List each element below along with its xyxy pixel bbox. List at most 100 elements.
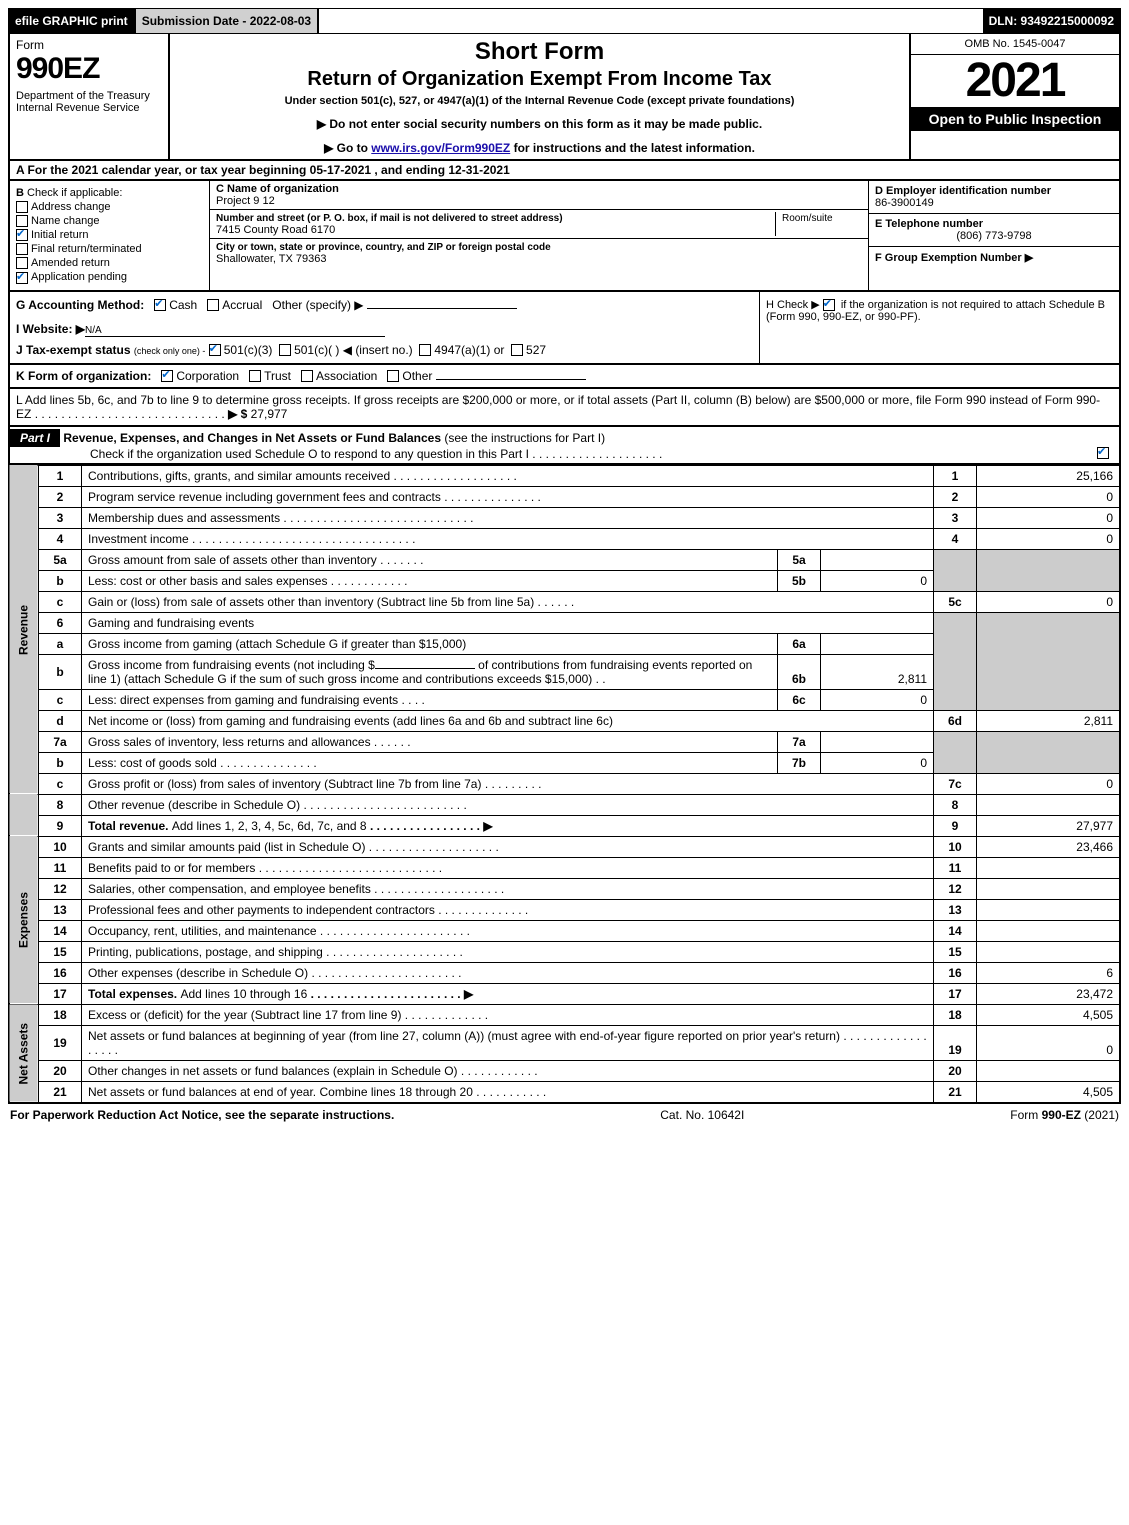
line-num-16: 16	[39, 962, 82, 983]
header-left: Form 990EZ Department of the Treasury In…	[10, 34, 170, 159]
chk-schedule-b[interactable]	[823, 299, 835, 311]
line-num-5b: b	[39, 570, 82, 591]
line-6a-desc: Gross income from gaming (attach Schedul…	[82, 633, 778, 654]
form-number: 990EZ	[16, 52, 162, 86]
sidetab-expenses: Expenses	[9, 836, 39, 1004]
instruction-goto: ▶ Go to www.irs.gov/Form990EZ for instru…	[180, 141, 899, 155]
line-15-ref: 15	[934, 941, 977, 962]
chk-501c3[interactable]	[209, 344, 221, 356]
line-10-desc: Grants and similar amounts paid (list in…	[82, 836, 934, 857]
submission-tab: Submission Date - 2022-08-03	[134, 9, 319, 33]
lbl-4947: 4947(a)(1) or	[434, 343, 504, 357]
line-6b-desc: Gross income from fundraising events (no…	[82, 654, 778, 689]
lbl-527: 527	[526, 343, 546, 357]
omb-number: OMB No. 1545-0047	[911, 34, 1119, 55]
lbl-final-return: Final return/terminated	[31, 243, 142, 255]
lbl-accrual: Accrual	[222, 298, 262, 312]
shade-5-amt	[977, 549, 1121, 591]
chk-association[interactable]	[301, 370, 313, 382]
chk-initial-return[interactable]	[16, 229, 28, 241]
line-5a-subref: 5a	[778, 549, 821, 570]
line-num-21: 21	[39, 1081, 82, 1103]
line-14-ref: 14	[934, 920, 977, 941]
form-word: Form	[16, 38, 162, 52]
website-value: N/A	[85, 325, 102, 336]
line-num-17: 17	[39, 983, 82, 1004]
line-num-6b: b	[39, 654, 82, 689]
line-5b-subref: 5b	[778, 570, 821, 591]
line-6a-subval	[821, 633, 934, 654]
chk-501c[interactable]	[279, 344, 291, 356]
part1-title-suffix: (see the instructions for Part I)	[441, 431, 605, 445]
line-18-ref: 18	[934, 1004, 977, 1025]
chk-corporation[interactable]	[161, 370, 173, 382]
line-4-amount: 0	[977, 528, 1121, 549]
line-5c-desc: Gain or (loss) from sale of assets other…	[82, 591, 934, 612]
section-k: K Form of organization: Corporation Trus…	[8, 365, 1121, 389]
section-l: L Add lines 5b, 6c, and 7b to line 9 to …	[8, 389, 1121, 427]
chk-part1-schedule-o[interactable]	[1097, 447, 1109, 459]
line-4-ref: 4	[934, 528, 977, 549]
line-7c-amount: 0	[977, 773, 1121, 794]
chk-final-return[interactable]	[16, 243, 28, 255]
line-17-desc: Total expenses. Add lines 10 through 16 …	[82, 983, 934, 1004]
org-name: Project 9 12	[216, 195, 275, 207]
chk-cash[interactable]	[154, 299, 166, 311]
chk-527[interactable]	[511, 344, 523, 356]
line-20-desc: Other changes in net assets or fund bala…	[82, 1060, 934, 1081]
line-7b-desc: Less: cost of goods sold . . . . . . . .…	[82, 752, 778, 773]
line-6d-amount: 2,811	[977, 710, 1121, 731]
chk-accrual[interactable]	[207, 299, 219, 311]
irs-link[interactable]: www.irs.gov/Form990EZ	[371, 141, 510, 155]
line-10-ref: 10	[934, 836, 977, 857]
chk-address-change[interactable]	[16, 201, 28, 213]
line-14-desc: Occupancy, rent, utilities, and maintena…	[82, 920, 934, 941]
lbl-corporation: Corporation	[176, 369, 239, 383]
section-g-i-j: G Accounting Method: Cash Accrual Other …	[10, 292, 759, 363]
instr2-post: for instructions and the latest informat…	[510, 141, 755, 155]
line-9-amount: 27,977	[977, 815, 1121, 836]
chk-other-org[interactable]	[387, 370, 399, 382]
line-6b-blank[interactable]	[375, 668, 475, 669]
line-2-desc: Program service revenue including govern…	[82, 486, 934, 507]
line-6a-subref: 6a	[778, 633, 821, 654]
line-19-ref: 19	[934, 1025, 977, 1060]
line-5b-subval: 0	[821, 570, 934, 591]
section-h: H Check ▶ if the organization is not req…	[759, 292, 1119, 363]
lbl-other: Other (specify) ▶	[272, 298, 363, 312]
line-5a-desc: Gross amount from sale of assets other t…	[82, 549, 778, 570]
line-16-ref: 16	[934, 962, 977, 983]
chk-4947[interactable]	[419, 344, 431, 356]
other-blank[interactable]	[367, 308, 517, 309]
line-14-amount	[977, 920, 1121, 941]
part1-check-line: Check if the organization used Schedule …	[90, 447, 529, 461]
part1-title: Revenue, Expenses, and Changes in Net As…	[63, 431, 441, 445]
lbl-501c3: 501(c)(3)	[224, 343, 273, 357]
sections-b-to-f: B Check if applicable: Address change Na…	[8, 181, 1121, 292]
footer-right: Form 990-EZ (2021)	[1010, 1108, 1119, 1122]
line-num-5a: 5a	[39, 549, 82, 570]
efile-tab[interactable]: efile GRAPHIC print	[9, 9, 134, 33]
footer-right-post: (2021)	[1081, 1108, 1119, 1122]
line-num-6d: d	[39, 710, 82, 731]
line-num-9: 9	[39, 815, 82, 836]
form-header: Form 990EZ Department of the Treasury In…	[8, 34, 1121, 161]
chk-trust[interactable]	[249, 370, 261, 382]
line-13-desc: Professional fees and other payments to …	[82, 899, 934, 920]
title-return: Return of Organization Exempt From Incom…	[180, 68, 899, 91]
line-11-desc: Benefits paid to or for members . . . . …	[82, 857, 934, 878]
line-num-8: 8	[39, 794, 82, 815]
other-org-blank[interactable]	[436, 379, 586, 380]
line-2-amount: 0	[977, 486, 1121, 507]
ein-value: 86-3900149	[875, 197, 934, 209]
shade-6	[934, 612, 977, 710]
chk-name-change[interactable]	[16, 215, 28, 227]
line-17-amount: 23,472	[977, 983, 1121, 1004]
chk-amended-return[interactable]	[16, 257, 28, 269]
line-num-20: 20	[39, 1060, 82, 1081]
shade-7-amt	[977, 731, 1121, 773]
line-num-2: 2	[39, 486, 82, 507]
part1-label: Part I	[10, 429, 60, 447]
chk-application-pending[interactable]	[16, 272, 28, 284]
line-6-desc: Gaming and fundraising events	[82, 612, 934, 633]
